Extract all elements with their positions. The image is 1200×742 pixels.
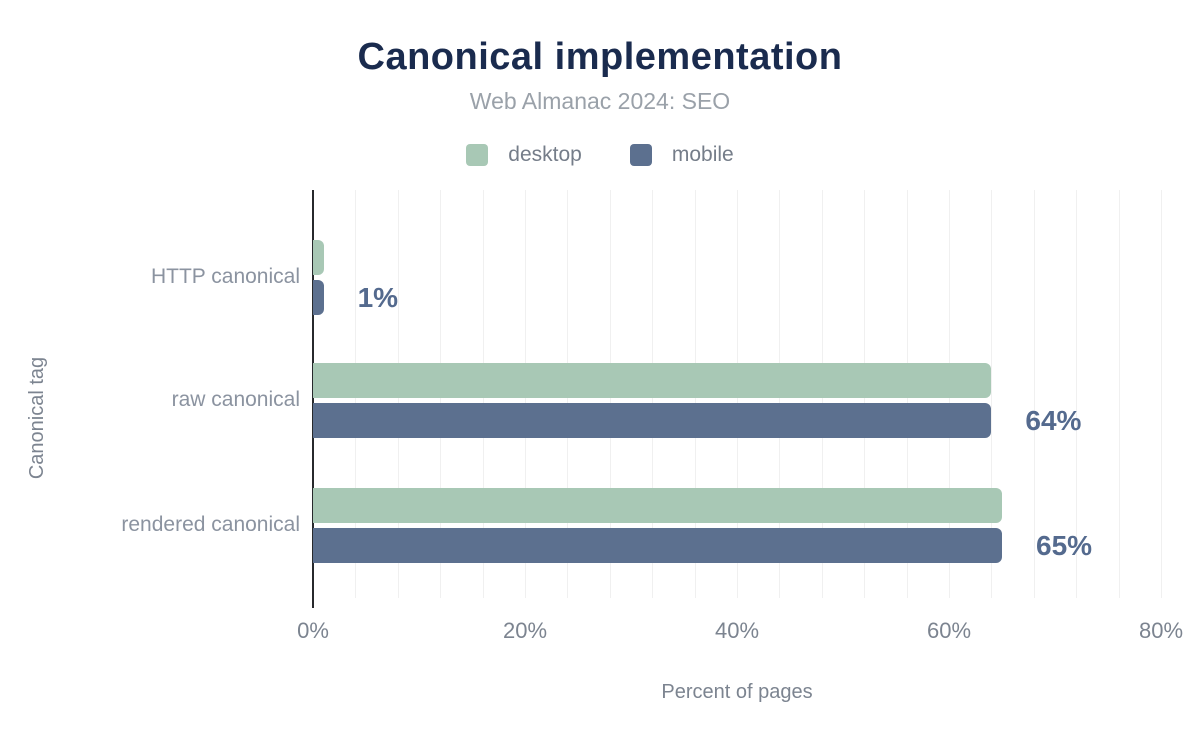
legend-item-desktop: desktop bbox=[466, 143, 582, 167]
legend-label: desktop bbox=[508, 143, 582, 166]
gridline bbox=[1118, 190, 1120, 598]
legend-label: mobile bbox=[671, 143, 734, 166]
legend-swatch-desktop bbox=[466, 144, 489, 166]
x-axis-title: Percent of pages bbox=[661, 681, 813, 703]
bar-mobile-raw-canonical[interactable] bbox=[313, 403, 992, 438]
y-axis-line bbox=[312, 190, 314, 608]
legend-item-mobile: mobile bbox=[629, 143, 734, 167]
category-label: rendered canonical bbox=[121, 513, 300, 536]
bar-mobile-HTTP-canonical[interactable] bbox=[313, 280, 324, 315]
value-label: 65% bbox=[1036, 529, 1093, 561]
x-tick-label: 20% bbox=[502, 618, 548, 643]
bar-desktop-rendered-canonical[interactable] bbox=[313, 488, 1002, 523]
gridline bbox=[1076, 190, 1078, 598]
bar-desktop-raw-canonical[interactable] bbox=[313, 363, 992, 398]
x-tick-label: 60% bbox=[926, 618, 972, 643]
category-label: raw canonical bbox=[171, 388, 300, 411]
x-tick-label: 40% bbox=[714, 618, 760, 643]
chart-title: Canonical implementation bbox=[357, 36, 843, 78]
bar-mobile-rendered-canonical[interactable] bbox=[313, 528, 1002, 563]
bar-desktop-HTTP-canonical[interactable] bbox=[313, 240, 324, 275]
x-tick-label: 80% bbox=[1138, 618, 1184, 643]
value-label: 64% bbox=[1025, 404, 1082, 436]
value-label: 1% bbox=[357, 281, 399, 313]
legend: desktop mobile bbox=[0, 143, 1200, 167]
legend-swatch-mobile bbox=[629, 144, 652, 166]
gridline bbox=[1161, 190, 1162, 598]
gridline bbox=[991, 190, 993, 598]
y-axis-title: Canonical tag bbox=[26, 356, 48, 480]
x-tick-label: 0% bbox=[297, 618, 329, 643]
gridline bbox=[1033, 190, 1035, 598]
category-label: HTTP canonical bbox=[150, 265, 300, 288]
chart-subtitle: Web Almanac 2024: SEO bbox=[469, 88, 731, 114]
